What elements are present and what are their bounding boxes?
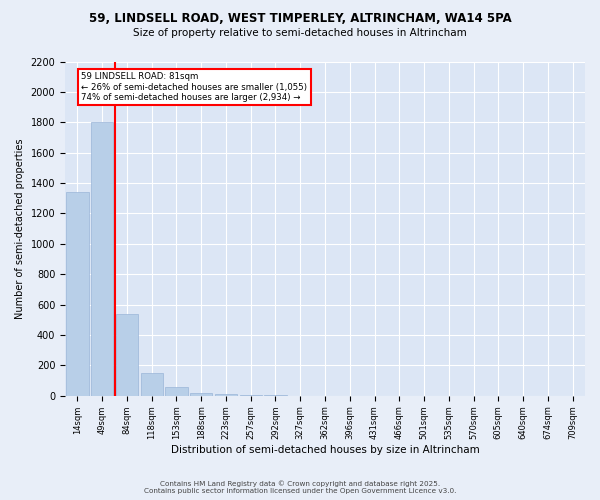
X-axis label: Distribution of semi-detached houses by size in Altrincham: Distribution of semi-detached houses by … — [170, 445, 479, 455]
Bar — [66, 192, 89, 396]
Bar — [215, 394, 237, 396]
Bar — [239, 395, 262, 396]
Bar — [140, 373, 163, 396]
Bar — [91, 122, 113, 396]
Y-axis label: Number of semi-detached properties: Number of semi-detached properties — [15, 138, 25, 319]
Bar — [166, 388, 188, 396]
Bar — [190, 392, 212, 396]
Text: 59, LINDSELL ROAD, WEST TIMPERLEY, ALTRINCHAM, WA14 5PA: 59, LINDSELL ROAD, WEST TIMPERLEY, ALTRI… — [89, 12, 511, 26]
Text: 59 LINDSELL ROAD: 81sqm
← 26% of semi-detached houses are smaller (1,055)
74% of: 59 LINDSELL ROAD: 81sqm ← 26% of semi-de… — [81, 72, 307, 102]
Bar — [116, 314, 138, 396]
Text: Contains HM Land Registry data © Crown copyright and database right 2025.
Contai: Contains HM Land Registry data © Crown c… — [144, 480, 456, 494]
Text: Size of property relative to semi-detached houses in Altrincham: Size of property relative to semi-detach… — [133, 28, 467, 38]
